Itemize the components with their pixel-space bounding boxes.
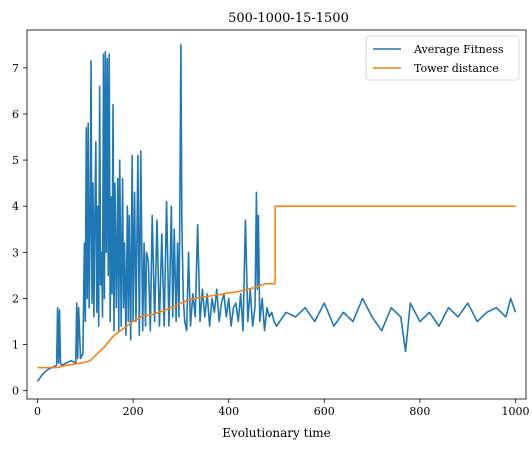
y-tick-label: 7 [12, 62, 19, 75]
series-lines [36, 43, 517, 382]
plot-area [26, 29, 527, 400]
series-line-average-fitness [36, 43, 517, 382]
series-line-tower-distance [37, 205, 516, 369]
y-tick-label: 3 [12, 246, 19, 259]
x-tick-label: 600 [314, 405, 335, 418]
plot-frame [26, 29, 527, 400]
y-tick-label: 0 [12, 385, 19, 398]
x-tick-label: 400 [218, 405, 239, 418]
legend-label-tower-distance: Tower distance [414, 62, 499, 75]
y-tick-label: 1 [12, 339, 19, 352]
x-axis-label: Evolutionary time [222, 426, 331, 440]
x-tick-label: 0 [34, 405, 41, 418]
y-tick-label: 6 [12, 108, 19, 121]
y-axis-ticks: 0 1 2 3 4 5 6 7 [12, 62, 27, 398]
x-tick-label: 1000 [501, 405, 529, 418]
x-tick-label: 800 [409, 405, 430, 418]
x-axis-ticks: 0 200 400 600 800 1000 [34, 399, 529, 418]
legend-box [365, 35, 520, 81]
legend-label-average-fitness: Average Fitness [413, 43, 504, 56]
chart-title: 500-1000-15-1500 [228, 11, 349, 26]
y-tick-label: 5 [12, 154, 19, 167]
x-tick-label: 200 [123, 405, 144, 418]
legend: Average Fitness Tower distance [365, 35, 520, 81]
y-tick-label: 4 [12, 200, 19, 213]
y-tick-label: 2 [12, 292, 19, 305]
